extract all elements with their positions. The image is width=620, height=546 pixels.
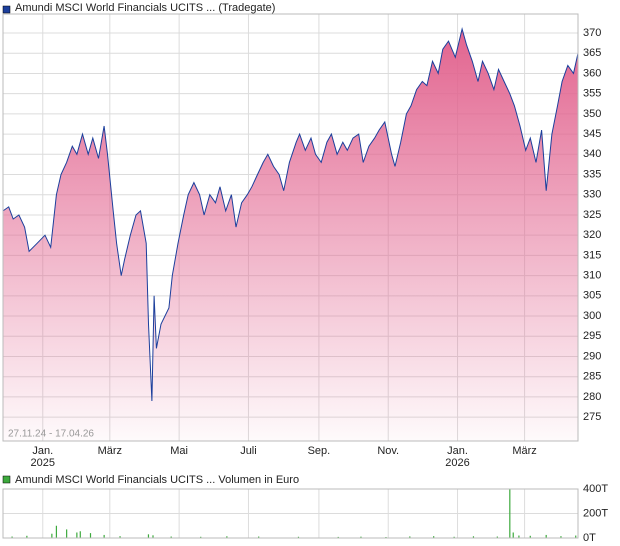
y-tick-label: 295 <box>583 330 601 342</box>
y-tick-label: 320 <box>583 229 601 241</box>
volume-bar <box>170 536 172 538</box>
volume-bar <box>76 532 78 538</box>
volume-bar <box>226 536 228 538</box>
price-panel: 275 280 285 290 295 300 305 310 315 320 325 330 335 3… <box>2 13 601 469</box>
plot-border <box>2 13 579 442</box>
y-tick-label: 290 <box>583 350 601 362</box>
volume-bar <box>55 525 58 538</box>
y-tick-label: 365 <box>583 47 601 59</box>
volume-bar <box>509 489 511 538</box>
x-tick-label: Mai <box>170 445 188 457</box>
x-tick-label: März <box>512 445 536 457</box>
volume-bar <box>89 533 92 538</box>
y-tick-label: 355 <box>583 88 601 100</box>
legend-label: Amundi MSCI World Financials UCITS ... V… <box>15 474 299 486</box>
legend-swatch <box>2 475 11 484</box>
volume-bar <box>453 536 455 538</box>
volume-bar <box>545 534 547 538</box>
x-tick-label: Juli <box>240 445 257 457</box>
volume-bar <box>512 532 514 538</box>
volume-bar <box>258 536 260 538</box>
volume-bar <box>337 536 339 538</box>
volume-bar <box>297 536 300 538</box>
x-year-label: 2025 <box>31 457 55 469</box>
plot-border <box>2 488 579 539</box>
volume-bar <box>560 536 562 538</box>
y-tick-label: 315 <box>583 249 601 261</box>
area-fill <box>3 29 578 441</box>
volume-bar <box>529 535 531 538</box>
y-tick-label: 300 <box>583 310 601 322</box>
y-tick-label: 325 <box>583 209 601 221</box>
x-year-label: 2026 <box>445 457 469 469</box>
volume-bar <box>200 536 202 538</box>
y-tick-label: 310 <box>583 270 601 282</box>
volume-bar <box>152 535 154 538</box>
price-line <box>2 27 579 402</box>
x-tick-label: Jan. <box>32 445 53 457</box>
y-tick-label: 0T <box>583 532 596 544</box>
volume-bar <box>472 536 475 538</box>
volume-bar <box>518 535 520 538</box>
legend-label: Amundi MSCI World Financials UCITS ... (… <box>15 2 275 14</box>
x-tick-label: Jan. <box>447 445 468 457</box>
x-tick-label: Sep. <box>308 445 331 457</box>
volume-bar <box>360 536 362 538</box>
y-tick-label: 330 <box>583 189 601 201</box>
y-tick-label: 360 <box>583 67 601 79</box>
y-tick-label: 285 <box>583 371 601 383</box>
y-tick-label: 340 <box>583 148 601 160</box>
volume-bar <box>433 536 435 538</box>
y-tick-label: 345 <box>583 128 601 140</box>
y-tick-label: 335 <box>583 168 601 180</box>
volume-bar <box>147 534 150 538</box>
volume-bar <box>26 535 28 538</box>
legend-swatch <box>2 5 11 14</box>
y-tick-label: 370 <box>583 27 601 39</box>
volume-bar <box>51 533 53 538</box>
y-tick-label: 350 <box>583 108 601 120</box>
volume-bar <box>103 534 105 538</box>
y-tick-label: 275 <box>583 411 601 423</box>
volume-bar <box>496 536 498 538</box>
volume-panel: 0T 200T 400T <box>2 483 608 544</box>
volume-bar <box>575 535 577 538</box>
x-tick-label: Nov. <box>377 445 399 457</box>
volume-bar <box>79 531 81 538</box>
volume-bar <box>11 536 13 538</box>
y-tick-label: 200T <box>583 507 608 519</box>
volume-bar <box>119 536 121 538</box>
y-tick-label: 400T <box>583 483 608 495</box>
date-range: 27.11.24 - 17.04.26 <box>8 429 94 440</box>
volume-bar <box>66 529 68 538</box>
x-tick-label: März <box>98 445 122 457</box>
volume-bar <box>409 536 411 538</box>
y-tick-label: 280 <box>583 391 601 403</box>
y-tick-label: 305 <box>583 290 601 302</box>
